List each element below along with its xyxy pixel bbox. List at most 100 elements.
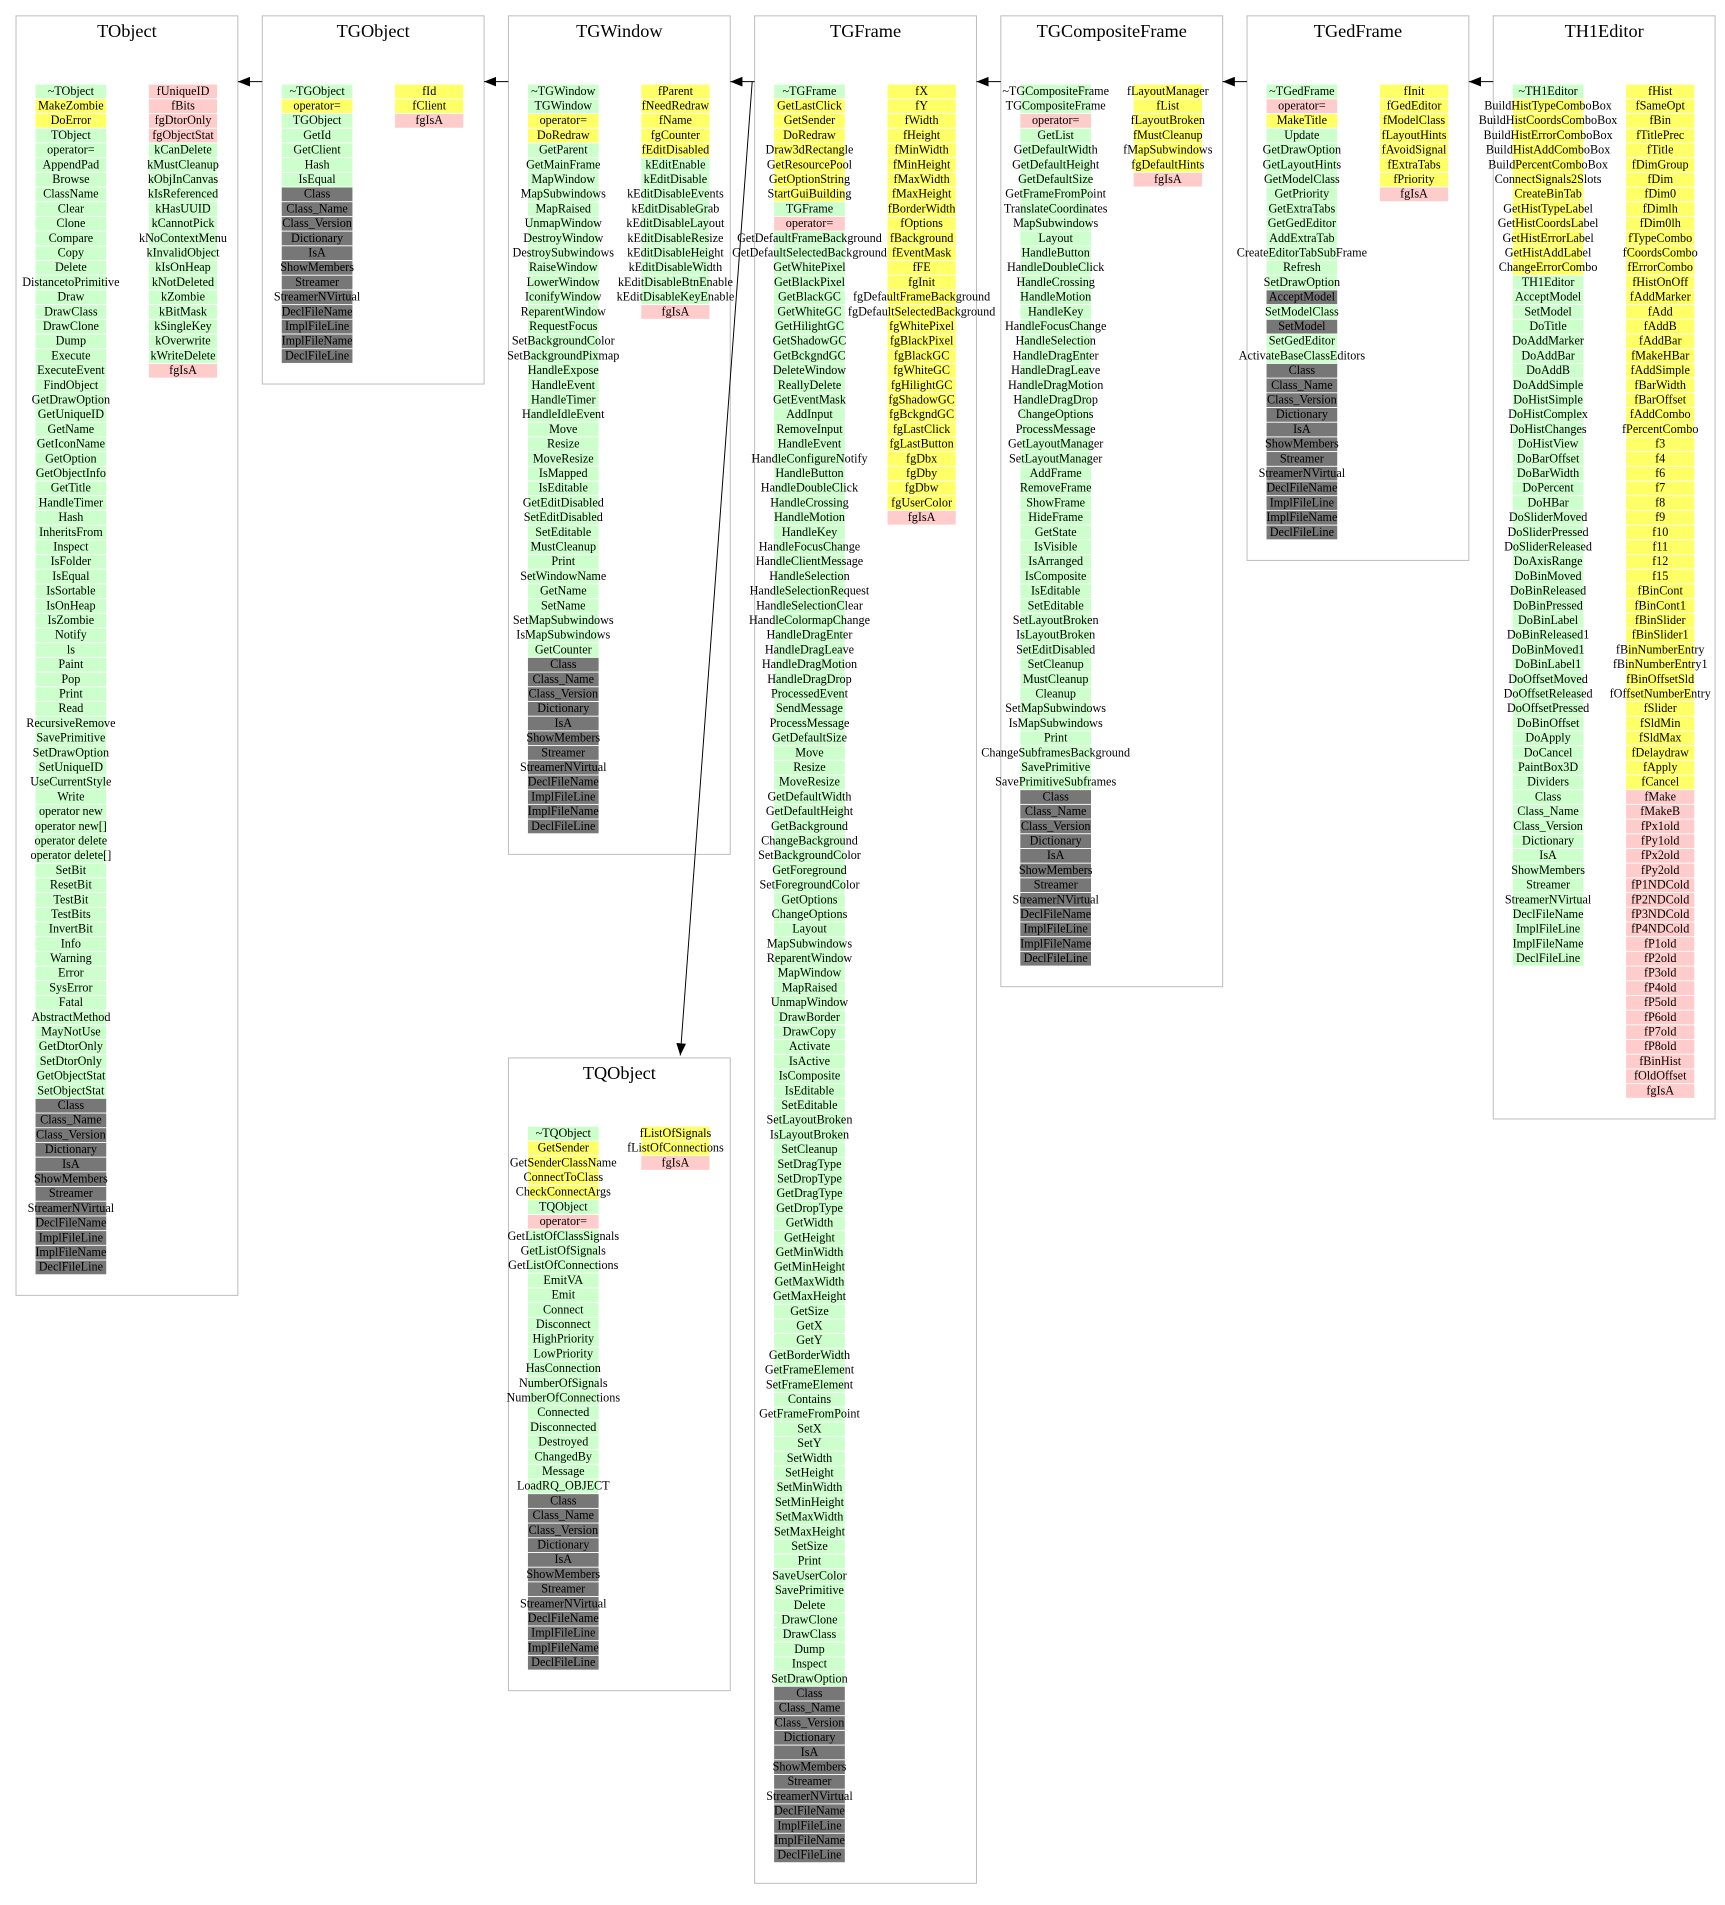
method-bg	[774, 1201, 845, 1216]
member: fBinNumberEntry1	[1613, 657, 1708, 671]
member-bg	[1626, 701, 1695, 716]
method-bg	[527, 231, 599, 246]
method-bg	[527, 1523, 599, 1538]
method: HandleCrossing	[1016, 275, 1094, 289]
method: Dividers	[1527, 775, 1569, 789]
method: Class	[550, 657, 577, 671]
method: ClassName	[43, 187, 98, 201]
method-bg	[774, 878, 845, 893]
member: fSldMax	[1639, 731, 1682, 745]
method: DoRedraw	[537, 128, 590, 142]
method-bg	[35, 1142, 107, 1157]
member-bg	[1626, 643, 1695, 657]
method-bg	[527, 1597, 599, 1611]
member-bg	[1626, 1054, 1695, 1069]
method: TGObject	[293, 113, 342, 127]
method-bg	[774, 334, 845, 349]
method: Fatal	[59, 995, 84, 1009]
member: f12	[1652, 554, 1668, 568]
member-bg	[1626, 216, 1695, 231]
method: MapWindow	[531, 172, 595, 186]
method-bg	[774, 305, 845, 319]
method-bg	[35, 290, 107, 305]
member: kNoContextMenu	[139, 231, 227, 245]
method-bg	[774, 628, 845, 643]
method: HandleIdleEvent	[522, 407, 605, 421]
method: ImplFileName	[1020, 936, 1091, 950]
class-node: TQObject ~TQObjectGetSenderGetSenderClass…	[506, 1057, 731, 1692]
member-bg	[887, 231, 956, 246]
method-bg	[1266, 305, 1338, 319]
method: TestBit	[53, 892, 89, 906]
member: fHist	[1648, 84, 1673, 98]
method-bg	[1512, 113, 1584, 128]
method: CreateEditorTabSubFrame	[1237, 246, 1367, 260]
method: DeclFileLine	[285, 348, 349, 362]
member-bg	[1626, 804, 1695, 819]
method: SetModel	[1524, 304, 1572, 318]
member-bg	[1379, 187, 1449, 202]
method-bg	[1020, 260, 1092, 275]
method-bg	[527, 393, 599, 408]
method-bg	[35, 848, 107, 863]
method-bg	[1020, 819, 1092, 834]
member-bg	[1626, 290, 1695, 305]
method-bg	[1512, 687, 1584, 702]
member: f15	[1652, 569, 1668, 583]
method-bg	[35, 1025, 107, 1040]
method-bg	[774, 1436, 845, 1451]
method-bg	[35, 496, 107, 510]
method-bg	[35, 407, 107, 422]
method-bg	[774, 319, 845, 334]
member: kCanDelete	[154, 143, 211, 157]
method-bg	[1020, 672, 1092, 687]
method-bg	[1512, 334, 1584, 349]
method-bg	[1266, 202, 1338, 216]
method-bg	[1512, 716, 1584, 731]
member-bg	[1626, 202, 1695, 216]
method-bg	[1020, 834, 1092, 848]
method-bg	[527, 1450, 599, 1464]
method-bg	[774, 1804, 845, 1819]
method-bg	[281, 158, 353, 172]
method-bg	[35, 1010, 107, 1025]
method: Write	[57, 789, 84, 803]
method: NumberOfSignals	[519, 1376, 608, 1390]
method-bg	[1020, 231, 1092, 246]
method-bg	[35, 613, 107, 628]
member: fPx2old	[1641, 848, 1680, 862]
member-bg	[148, 349, 218, 363]
member: fOptions	[900, 216, 943, 230]
method-bg	[774, 613, 845, 628]
method: Error	[58, 966, 84, 980]
method: IsA	[62, 1157, 80, 1171]
method-bg	[774, 1392, 845, 1407]
member-bg	[148, 275, 218, 290]
method: HandleColormapChange	[749, 613, 870, 627]
method: ProcessMessage	[770, 716, 850, 730]
method-bg	[35, 1186, 107, 1201]
method: Dictionary	[1522, 833, 1575, 847]
method: DeclFileName	[35, 1216, 106, 1230]
method: SetUniqueID	[39, 760, 103, 774]
method: SetMinHeight	[775, 1495, 845, 1509]
method-bg	[35, 437, 107, 452]
member-bg	[1379, 158, 1449, 172]
member-bg	[1626, 437, 1695, 452]
method-bg	[774, 1451, 845, 1466]
method-bg	[774, 363, 845, 378]
member-bg	[641, 1141, 710, 1156]
method-bg	[774, 172, 845, 187]
member: fBorderWidth	[888, 201, 956, 215]
method: GetDefaultHeight	[766, 804, 854, 818]
member: fgWhitePixel	[889, 319, 955, 333]
method-bg	[774, 143, 845, 158]
member: fHeight	[903, 128, 941, 142]
class-title: TObject	[97, 21, 157, 41]
method: ReallyDelete	[778, 378, 842, 392]
method: DoBinReleased	[1510, 584, 1586, 598]
member: fParent	[658, 84, 694, 98]
method-bg	[35, 672, 107, 687]
method-bg	[1020, 951, 1092, 966]
method-bg	[281, 187, 353, 202]
